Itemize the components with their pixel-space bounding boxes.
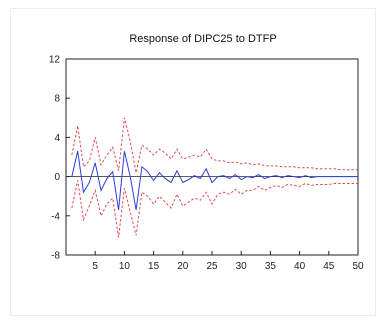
x-tick-label: 5 bbox=[92, 261, 98, 272]
y-tick-label: 4 bbox=[54, 133, 60, 144]
y-axis: 12 8 4 0 -4 -8 bbox=[49, 55, 70, 262]
y-tick-label: -8 bbox=[51, 251, 60, 262]
x-tick-label: 35 bbox=[265, 261, 277, 272]
x-tick-label: 30 bbox=[236, 261, 248, 272]
x-tick-label: 40 bbox=[294, 261, 306, 272]
x-tick-label: 15 bbox=[148, 261, 160, 272]
y-tick-label: 12 bbox=[49, 55, 61, 66]
x-tick-label: 45 bbox=[323, 261, 335, 272]
y-tick-label: 8 bbox=[54, 94, 60, 105]
x-tick-label: 10 bbox=[119, 261, 131, 272]
series-layer bbox=[71, 117, 358, 238]
chart-title: Response of DIPC25 to DTFP bbox=[129, 33, 276, 45]
series-line-lower-band bbox=[71, 180, 358, 238]
y-tick-label: -4 bbox=[51, 211, 60, 222]
x-axis: 5 10 15 20 25 30 35 40 45 50 bbox=[92, 251, 364, 272]
x-tick-label: 50 bbox=[352, 261, 364, 272]
series-line-upper-band bbox=[71, 117, 358, 173]
plot-area bbox=[65, 58, 359, 256]
y-tick-label: 0 bbox=[54, 172, 60, 183]
x-tick-label: 25 bbox=[206, 261, 218, 272]
x-tick-label: 20 bbox=[177, 261, 189, 272]
series-line-response bbox=[71, 151, 358, 211]
